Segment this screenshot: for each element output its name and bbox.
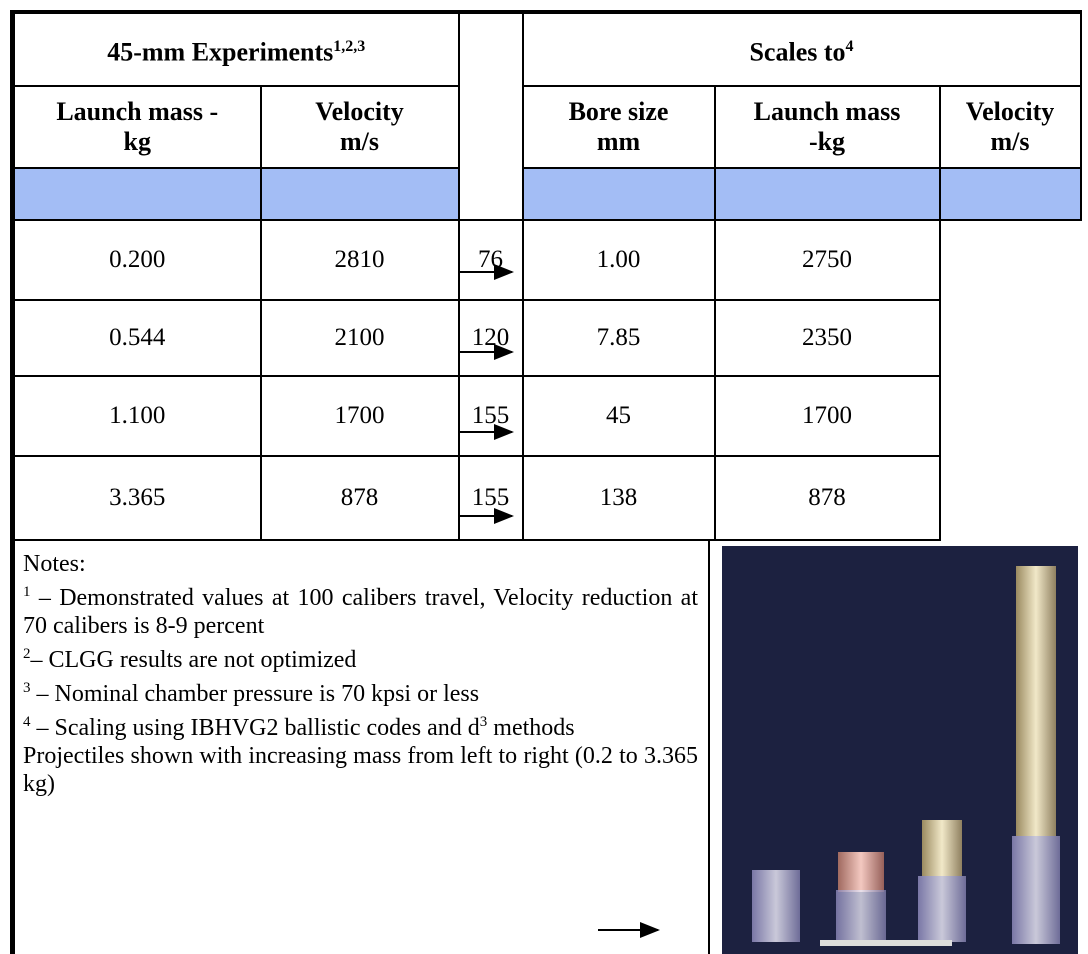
cell: 7.85 xyxy=(521,299,716,377)
note-marker: 1 xyxy=(23,584,31,600)
arrow-column xyxy=(457,12,524,221)
cell: 2100 xyxy=(259,299,460,377)
note-marker: 2 xyxy=(23,646,31,662)
group-header-text: 45-mm Experiments xyxy=(107,37,334,67)
data-row: 1.100 1700 155 45 1700 xyxy=(11,375,1081,457)
blank-cell xyxy=(938,167,1082,221)
column-header: Velocity m/s xyxy=(938,85,1082,169)
column-header-line: kg xyxy=(123,127,151,156)
cell: 2350 xyxy=(713,299,941,377)
group-header: 45-mm Experiments1,2,3 xyxy=(11,11,460,87)
column-header-row: Launch mass - kg Velocity m/s Bore size mm Lau… xyxy=(11,85,1082,169)
data-row: 0.544 2100 120 7.85 2350 xyxy=(11,299,1081,377)
note-text: – CLGG results are not optimized xyxy=(30,647,357,673)
blank-row xyxy=(11,167,1082,221)
data-table: 45-mm Experiments1,2,3 Scales to4 Launch… xyxy=(10,10,1082,541)
blank-cell xyxy=(11,167,262,221)
note-text: – Demonstrated values at 100 calibers tr… xyxy=(23,585,698,639)
blank-cell xyxy=(713,167,941,221)
arrows xyxy=(458,264,660,938)
cell: 45 xyxy=(521,375,716,457)
cell: 155 xyxy=(457,455,524,541)
cell: 3.365 xyxy=(11,455,262,541)
column-header: Launch mass - kg xyxy=(11,85,262,169)
data-row: 0.200 2810 76 1.00 2750 xyxy=(11,219,1081,301)
cell: 1700 xyxy=(713,375,941,457)
cell: 2810 xyxy=(259,219,460,301)
column-header-line: Bore size xyxy=(568,97,669,126)
cell: 2750 xyxy=(713,219,941,301)
column-header: Velocity m/s xyxy=(259,85,460,169)
group-header-text: Scales to xyxy=(749,37,846,67)
caption: Projectiles shown with increasing mass f… xyxy=(23,743,698,797)
column-header-line: Velocity xyxy=(315,97,404,126)
cell: 138 xyxy=(521,455,716,541)
cell: 878 xyxy=(713,455,941,541)
note-text: – Scaling using IBHVG2 ballistic codes a… xyxy=(30,715,480,741)
column-header-line: -kg xyxy=(808,127,846,156)
note: 1 – Demonstrated values at 100 calibers … xyxy=(23,578,698,640)
cell: 0.200 xyxy=(11,219,262,301)
note-text: – Nominal chamber pressure is 70 kpsi or… xyxy=(30,681,480,707)
cell: 1700 xyxy=(259,375,460,457)
note: 2– CLGG results are not optimized xyxy=(23,640,698,674)
column-header: Launch mass -kg xyxy=(713,85,941,169)
column-header-line: Launch mass - xyxy=(56,97,219,126)
group-header: Scales to4 xyxy=(521,11,1082,87)
photo xyxy=(722,546,1078,954)
note-marker: 3 xyxy=(23,680,31,696)
notes-title: Notes: xyxy=(23,551,86,577)
column-header-line: m/s xyxy=(990,127,1030,156)
note: 3 – Nominal chamber pressure is 70 kpsi … xyxy=(23,674,698,708)
cell: 878 xyxy=(259,455,460,541)
note-sup: 3 xyxy=(479,714,488,730)
note: 4 – Scaling using IBHVG2 ballistic codes… xyxy=(23,708,698,742)
column-header-line: Launch mass xyxy=(753,97,901,126)
cell: 1.00 xyxy=(521,219,716,301)
cell: 1.100 xyxy=(11,375,262,457)
group-header-row: 45-mm Experiments1,2,3 Scales to4 xyxy=(11,11,1082,221)
blank-cell xyxy=(521,167,716,221)
column-header: Bore size mm xyxy=(521,85,716,169)
column-header-line: mm xyxy=(596,127,641,156)
column-header-line: Velocity xyxy=(965,97,1055,126)
notes: Notes: 1 – Demonstrated values at 100 ca… xyxy=(10,540,710,954)
footnote-ref: 1,2,3 xyxy=(333,37,366,55)
note-marker: 4 xyxy=(23,714,31,730)
cell: 0.544 xyxy=(11,299,262,377)
note-text: methods xyxy=(487,715,575,741)
column-header-line: m/s xyxy=(340,127,379,156)
blank-cell xyxy=(259,167,460,221)
footnote-ref: 4 xyxy=(845,37,854,55)
data-row: 3.365 878 155 138 878 xyxy=(11,455,1081,541)
